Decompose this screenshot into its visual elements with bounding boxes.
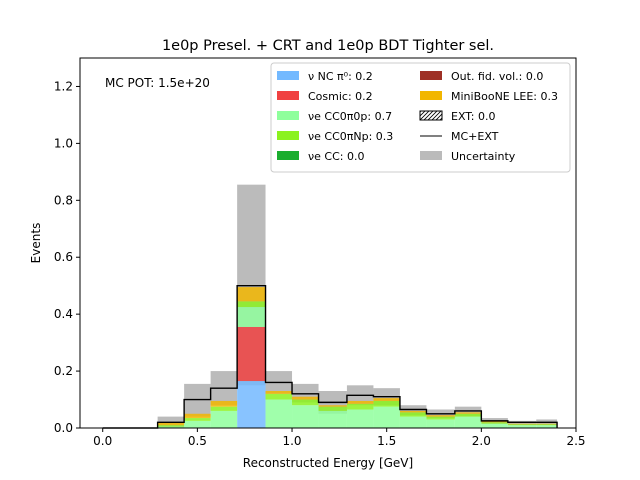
y-tick-label: 0.4: [54, 307, 73, 321]
stack-bar-series-3: [373, 400, 400, 407]
x-tick-label: 2.0: [472, 434, 491, 448]
x-axis-label: Reconstructed Energy [GeV]: [243, 456, 413, 470]
y-tick-label: 1.2: [54, 79, 73, 93]
stack-bar-series-6: [426, 415, 455, 417]
stack-bar-series-6: [157, 422, 185, 426]
stack-bar-series-6: [373, 398, 400, 401]
uncertainty-bar: [184, 383, 211, 417]
legend-label: Out. fid. vol.: 0.0: [451, 70, 543, 83]
legend-swatch: [277, 151, 299, 160]
stack-bar-series-6: [346, 400, 374, 404]
stack-bar-series-6: [265, 391, 293, 394]
stack-bar-series-3: [481, 422, 508, 424]
legend-swatch: [277, 91, 299, 100]
stack-bar-series-6: [318, 405, 347, 407]
stack-bar-series-2: [265, 399, 293, 428]
legend-swatch-hatch: [419, 110, 443, 121]
stack-bar-series-0: [237, 381, 266, 428]
stack-bar-series-3: [265, 393, 293, 400]
stack-bar-series-3: [184, 418, 211, 421]
x-tick-label: 0.0: [93, 434, 112, 448]
stack-bar-series-3: [536, 424, 558, 426]
y-tick-label: 0.6: [54, 250, 73, 264]
stack-bar-series-2: [210, 410, 238, 428]
y-tick-label: 0.0: [54, 421, 73, 435]
stack-bar-series-2: [536, 425, 558, 428]
stack-bar-series-2: [454, 416, 482, 428]
legend-swatch: [420, 151, 442, 160]
uncertainty-bar: [507, 420, 537, 426]
stack-bar-series-2: [373, 406, 400, 428]
stack-bar-series-6: [399, 410, 427, 413]
stack-bar-series-3: [507, 424, 537, 426]
y-tick-label: 1.0: [54, 136, 73, 150]
stack-bar-series-6: [507, 423, 537, 425]
x-tick-label: 2.5: [566, 434, 585, 448]
stack-bar-series-3: [318, 406, 347, 411]
uncertainty-bar: [454, 406, 482, 417]
stack-bar-series-3: [399, 412, 427, 417]
legend-label: Uncertainty: [451, 150, 516, 163]
y-tick-label: 0.8: [54, 193, 73, 207]
x-tick-label: 1.5: [377, 434, 396, 448]
legend-label: νe CC0πNp: 0.3: [308, 130, 393, 143]
legend-label: MC+EXT: [451, 130, 499, 143]
legend-swatch: [277, 111, 299, 120]
uncertainty-bar: [399, 405, 427, 416]
stack-bar-series-3: [210, 406, 238, 411]
legend-swatch: [420, 71, 442, 80]
x-tick-label: 1.0: [282, 434, 301, 448]
stack-bar-series-2: [481, 423, 508, 428]
legend-label: ν NC π⁰: 0.2: [308, 70, 373, 83]
stack-bar-series-2: [507, 425, 537, 428]
legend-swatch: [420, 91, 442, 100]
legend-swatch: [277, 131, 299, 140]
stack-bar-series-3: [346, 403, 374, 410]
stack-bar-series-6: [184, 413, 211, 419]
stack-bar-series-2: [346, 409, 374, 428]
legend-label: νe CC: 0.0: [308, 150, 364, 163]
legend-label: Cosmic: 0.2: [308, 90, 373, 103]
stack-bar-series-6: [536, 423, 558, 425]
stack-bar-series-2: [318, 410, 347, 428]
legend-label: MiniBooNE LEE: 0.3: [451, 90, 558, 103]
stack-bar-series-2: [399, 416, 427, 428]
stack-bar-series-6: [237, 287, 266, 302]
stack-bar-series-2: [184, 420, 211, 428]
stack-bar-series-6: [481, 421, 508, 423]
mc-pot-annotation: MC POT: 1.5e+20: [105, 76, 210, 90]
stack-bar-series-2: [292, 405, 319, 428]
stack-bar-series-6: [292, 396, 319, 400]
y-axis-label: Events: [29, 223, 43, 264]
x-tick-label: 0.5: [188, 434, 207, 448]
stack-bar-series-6: [210, 400, 238, 407]
stack-bar-series-2: [426, 419, 455, 428]
stack-bar-series-3: [426, 416, 455, 420]
chart-title: 1e0p Presel. + CRT and 1e0p BDT Tighter …: [162, 38, 494, 54]
stack-bar-series-3: [157, 425, 185, 427]
plot-frame: [79, 57, 577, 429]
legend-label: EXT: 0.0: [451, 110, 496, 123]
mc-ext-total-line: [102, 284, 558, 429]
stack-bar-series-2: [237, 307, 266, 327]
stack-bar-series-3: [237, 301, 266, 308]
stack-bar-series-3: [292, 399, 319, 406]
legend-label: νe CC0π0p: 0.7: [308, 110, 392, 123]
legend-swatch: [277, 71, 299, 80]
stack-bar-series-2: [157, 426, 185, 428]
stack-bar-series-6: [454, 412, 482, 414]
stack-bar-series-1: [237, 326, 266, 382]
stack-bar-series-3: [454, 413, 482, 417]
y-tick-label: 0.2: [54, 364, 73, 378]
